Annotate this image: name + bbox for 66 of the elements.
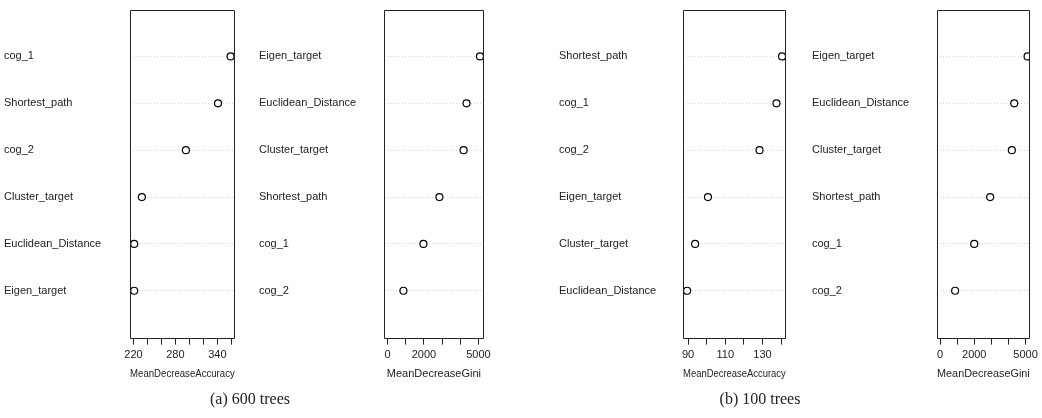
point xyxy=(683,286,692,295)
y-tick-label: Euclidean_Distance xyxy=(4,236,102,249)
point xyxy=(419,239,428,248)
x-axis-title: MeanDecreaseGini xyxy=(386,367,481,380)
point xyxy=(986,192,995,202)
y-tick-label: cog_1 xyxy=(259,236,289,249)
y-tick-label: Euclidean_Distance xyxy=(259,96,357,109)
point xyxy=(130,239,139,248)
point xyxy=(213,99,223,108)
x-tick-label: 90 xyxy=(681,348,695,361)
y-tick-label: Eigen_target xyxy=(559,190,622,203)
x-tick-label: 340 xyxy=(208,348,227,361)
x-tick-label: 0 xyxy=(937,348,944,361)
x-tick-label: 5000 xyxy=(466,348,491,361)
point xyxy=(226,52,235,61)
text: (b) 100 trees xyxy=(719,390,801,408)
y-tick-label: Euclidean_Distance xyxy=(812,96,910,109)
point xyxy=(459,146,468,155)
x-axis-title: MeanDecreaseAccuracy xyxy=(130,367,236,380)
y-tick-label: cog_1 xyxy=(4,49,34,62)
x-axis-title: MeanDecreaseAccuracy xyxy=(683,367,787,380)
y-tick-label: cog_2 xyxy=(812,283,842,296)
point xyxy=(691,239,700,248)
y-tick-label: Euclidean_Distance xyxy=(559,283,657,296)
point xyxy=(1010,99,1019,108)
y-tick-label: Eigen_target xyxy=(4,283,67,296)
y-tick-label: Cluster_target xyxy=(4,190,74,203)
y-tick-label: cog_1 xyxy=(559,96,589,109)
y-tick-label: Eigen_target xyxy=(812,49,875,62)
point xyxy=(755,146,764,155)
point xyxy=(703,192,713,202)
x-tick-label: 280 xyxy=(166,348,185,361)
y-tick-label: Shortest_path xyxy=(559,49,628,62)
y-tick-label: Shortest_path xyxy=(259,190,328,203)
y-tick-label: cog_2 xyxy=(259,283,289,296)
point xyxy=(777,52,786,61)
y-tick-label: cog_1 xyxy=(812,236,842,249)
x-tick-label: 110 xyxy=(716,348,735,361)
point xyxy=(137,192,146,202)
y-tick-label: Eigen_target xyxy=(259,49,322,62)
point xyxy=(1007,146,1016,155)
x-tick-label: 5000 xyxy=(1013,348,1038,361)
y-tick-label: Cluster_target xyxy=(259,143,329,156)
point xyxy=(130,286,139,295)
y-tick-label: Shortest_path xyxy=(4,96,73,109)
point xyxy=(1023,52,1030,61)
x-tick-label: 0 xyxy=(384,348,391,361)
x-tick-label: 2000 xyxy=(411,348,437,361)
point xyxy=(475,52,484,61)
point xyxy=(181,146,190,155)
y-tick-label: Cluster_target xyxy=(559,236,629,249)
point xyxy=(399,286,408,295)
x-axis-title: MeanDecreaseGini xyxy=(937,367,1030,380)
y-tick-label: Shortest_path xyxy=(812,190,881,203)
point xyxy=(970,239,979,248)
y-tick-label: cog_2 xyxy=(4,143,34,156)
point xyxy=(435,192,444,202)
y-tick-label: cog_2 xyxy=(559,143,589,156)
point xyxy=(951,286,960,295)
x-tick-label: 130 xyxy=(753,348,772,361)
y-tick-label: Cluster_target xyxy=(812,143,882,156)
x-tick-label: 220 xyxy=(124,348,143,361)
point xyxy=(772,99,781,108)
x-tick-label: 2000 xyxy=(962,348,987,361)
text: (a) 600 trees xyxy=(210,390,290,408)
point xyxy=(462,99,471,108)
